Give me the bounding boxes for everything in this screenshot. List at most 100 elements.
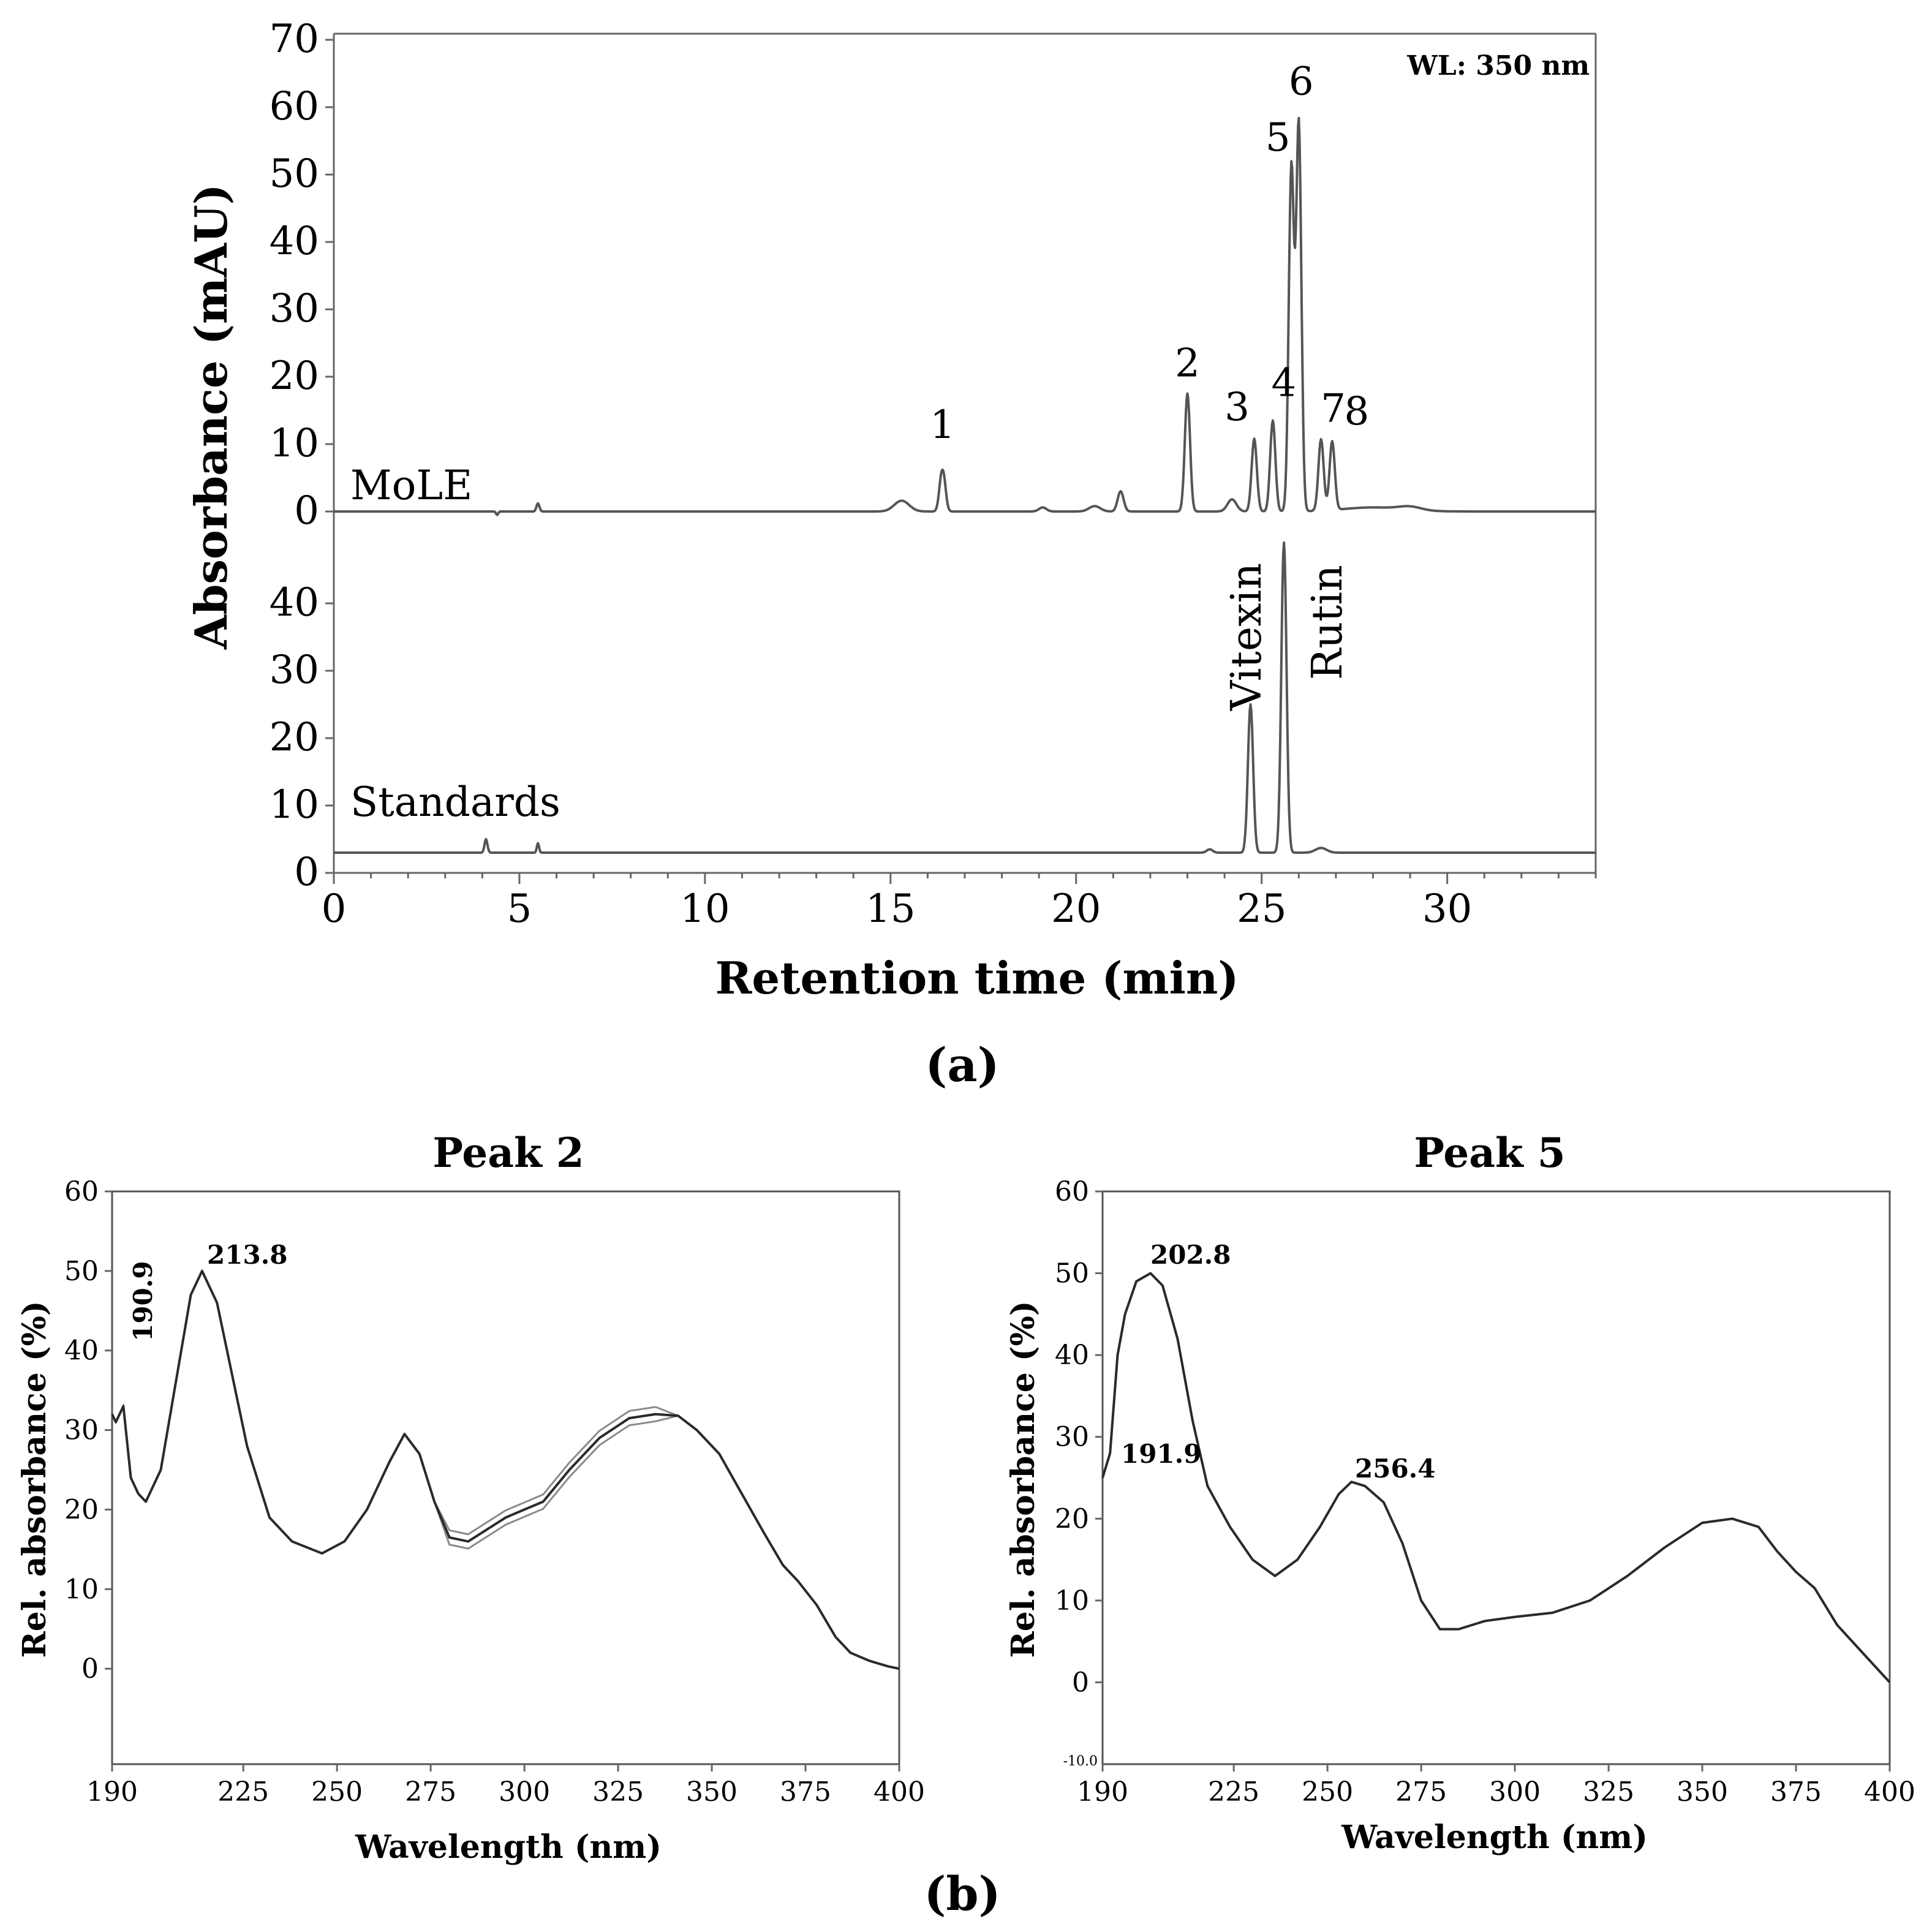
x-tick-label: 190 — [1077, 1776, 1128, 1808]
y-tick-label: 20 — [270, 353, 319, 399]
x-tick-label: 275 — [1395, 1776, 1447, 1808]
y-tick-label: 0 — [81, 1653, 99, 1685]
peak-5-y-axis-title: Rel. absorbance (%) — [1005, 1301, 1042, 1658]
x-tick-label: 5 — [507, 886, 532, 932]
x-tick-label: 190 — [86, 1776, 138, 1808]
y-tick-label: 60 — [270, 84, 319, 129]
chromatogram-x-ticks: 0 5 10 15 20 25 30 — [322, 873, 1597, 932]
y-tick-label: 30 — [270, 647, 319, 693]
y-tick-label: 20 — [270, 715, 319, 760]
chromatogram-x-axis-title: Retention time (min) — [715, 952, 1239, 1004]
peak-number-label: 2 — [1175, 341, 1200, 387]
x-tick-label: 30 — [1422, 886, 1472, 932]
peak-2-spectrum-overlay — [111, 1269, 900, 1670]
y-tick-label: 50 — [1055, 1258, 1089, 1289]
x-tick-label: 25 — [1237, 886, 1286, 932]
y-tick-label: 50 — [64, 1256, 99, 1287]
peak-number-label: 7 — [1321, 386, 1346, 431]
y-tick-label: 40 — [1055, 1340, 1089, 1371]
y-tick-label: 20 — [1055, 1503, 1089, 1534]
x-tick-label: 250 — [311, 1776, 363, 1808]
peak-2-max-213-label: 213.8 — [207, 1240, 288, 1270]
y-tick-label: 60 — [1055, 1176, 1089, 1207]
peak-5-x-axis-title: Wavelength (nm) — [1341, 1819, 1648, 1856]
x-tick-label: 400 — [1864, 1776, 1915, 1808]
x-tick-label: 0 — [322, 886, 347, 932]
peak-2-title: Peak 2 — [432, 1129, 584, 1177]
y-tick-label: 30 — [1055, 1422, 1089, 1453]
x-tick-label: 375 — [1770, 1776, 1822, 1808]
x-tick-label: 250 — [1302, 1776, 1353, 1808]
y-tick-label: 0 — [294, 488, 319, 534]
x-tick-label: 375 — [780, 1776, 831, 1808]
y-tick-label: 30 — [64, 1415, 99, 1446]
peak-2-y-axis-title: Rel. absorbance (%) — [16, 1301, 53, 1658]
peak-2-y-ticks: 0 10 20 30 40 50 60 — [64, 1176, 112, 1685]
peak-5-spectrum-line — [1101, 1272, 1891, 1683]
x-tick-label: 10 — [680, 886, 730, 932]
y-tick-label: 50 — [270, 151, 319, 197]
peak-5-max-202-label: 202.8 — [1150, 1240, 1231, 1270]
peak-number-label: 8 — [1344, 389, 1369, 434]
mole-trace-label: MoLE — [350, 462, 472, 509]
y-tick-label: 40 — [270, 580, 319, 625]
x-tick-label: 15 — [866, 886, 915, 932]
y-tick-label: 40 — [270, 219, 319, 264]
x-tick-label: 350 — [686, 1776, 738, 1808]
peak-2-x-axis-title: Wavelength (nm) — [355, 1828, 662, 1866]
x-tick-label: 225 — [217, 1776, 269, 1808]
x-tick-label: 300 — [1489, 1776, 1541, 1808]
peak-2-x-ticks: 190 225 250 275 300 325 350 375 400 — [86, 1764, 925, 1808]
chromatogram-top-y-ticks: 0 10 20 30 40 50 60 70 — [270, 17, 334, 534]
y-tick-label: 60 — [64, 1176, 99, 1207]
y-tick-label: 10 — [270, 782, 319, 828]
y-tick-label: 30 — [270, 286, 319, 331]
peak-2-spectrum-overlay — [111, 1269, 900, 1670]
y-tick-label: 20 — [64, 1494, 99, 1525]
standards-trace-label: Standards — [350, 779, 560, 826]
peak-number-label: 5 — [1266, 115, 1291, 160]
rutin-label: Rutin — [1303, 565, 1352, 680]
peak-2-spectrum-panel: Peak 2 0 10 20 30 40 50 60 190 225 250 275 300 325 3… — [16, 1129, 925, 1866]
peak-5-max-191-label: 191.9 — [1121, 1439, 1202, 1469]
peak-number-label: 1 — [930, 402, 955, 448]
y-tick-label: 10 — [1055, 1585, 1089, 1617]
vitexin-label: Vitexin — [1223, 563, 1271, 711]
peak-5-title: Peak 5 — [1414, 1129, 1565, 1177]
peak-5-max-256-label: 256.4 — [1355, 1454, 1436, 1484]
y-tick-label: 10 — [64, 1574, 99, 1605]
peak-5-y-ticks: 0 10 20 30 40 50 60 — [1055, 1176, 1103, 1698]
x-tick-label: 20 — [1051, 886, 1101, 932]
peak-5-plot-frame — [1101, 1190, 1891, 1765]
y-tick-label: 40 — [64, 1335, 99, 1367]
x-tick-label: 225 — [1208, 1776, 1259, 1808]
panel-b-label: (b) — [924, 1866, 1000, 1921]
chromatogram-bottom-y-ticks: 0 10 20 30 40 — [270, 580, 334, 895]
peak-number-label: 6 — [1289, 59, 1314, 105]
x-tick-label: 300 — [499, 1776, 550, 1808]
x-tick-label: 325 — [592, 1776, 644, 1808]
peak-2-plot-frame — [111, 1190, 900, 1765]
peak-5-x-ticks: 190 225 250 275 300 325 350 375 400 — [1077, 1764, 1915, 1808]
peak-2-max-190-label: 190.9 — [128, 1261, 158, 1341]
y-tick-label: 10 — [270, 421, 319, 466]
x-tick-label: 350 — [1677, 1776, 1728, 1808]
peak-number-label: 4 — [1272, 361, 1297, 406]
wavelength-annotation: WL: 350 nm — [1406, 50, 1590, 81]
y-tick-label: 0 — [1072, 1667, 1089, 1698]
y-tick-label: 0 — [294, 850, 319, 895]
peak-2-spectrum-line — [111, 1269, 900, 1670]
x-tick-label: 275 — [405, 1776, 456, 1808]
panel-a-label: (a) — [925, 1038, 999, 1092]
chromatogram-y-axis-title: Absorbance (mAU) — [185, 184, 237, 650]
mole-peak-labels: 1 234 5 6 78 — [930, 59, 1369, 448]
mole-trace — [333, 116, 1596, 516]
standards-trace — [333, 541, 1596, 854]
peak-number-label: 3 — [1224, 385, 1250, 430]
peak-5-spectrum-panel: Peak 5 0 10 20 30 40 50 60 190 225 250 275 300 325 3… — [1005, 1129, 1915, 1856]
peak-5-y-min-label: -10.0 — [1063, 1754, 1098, 1769]
x-tick-label: 400 — [873, 1776, 925, 1808]
x-tick-label: 325 — [1583, 1776, 1634, 1808]
